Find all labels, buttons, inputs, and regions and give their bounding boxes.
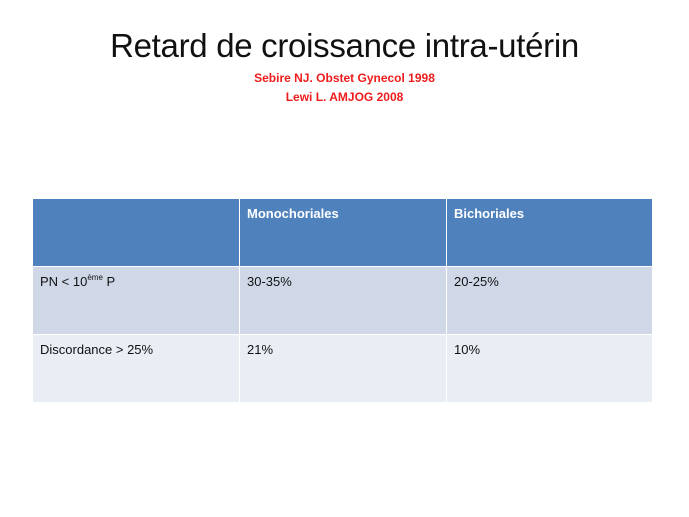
header-cell-empty bbox=[32, 198, 240, 267]
comparison-table: Monochoriales Bichoriales PN < 10ème P 3… bbox=[32, 198, 653, 403]
row-label-suffix: P bbox=[102, 274, 116, 289]
table-header-row: Monochoriales Bichoriales bbox=[32, 198, 653, 267]
cell-monochoriales: 30-35% bbox=[239, 266, 447, 335]
table-row: Discordance > 25% 21% 10% bbox=[32, 334, 653, 403]
slide-title: Retard de croissance intra-utérin bbox=[110, 27, 579, 64]
reference-2: Lewi L. AMJOG 2008 bbox=[285, 90, 404, 104]
reference-1: Sebire NJ. Obstet Gynecol 1998 bbox=[254, 71, 435, 85]
cell-monochoriales: 21% bbox=[239, 334, 447, 403]
row-label-superscript: ème bbox=[87, 273, 103, 282]
row-label-pn: PN < 10ème P bbox=[32, 266, 240, 335]
row-label-discordance: Discordance > 25% bbox=[32, 334, 240, 403]
header-cell-monochoriales: Monochoriales bbox=[239, 198, 447, 267]
row-label-prefix: PN < 10 bbox=[40, 274, 88, 289]
cell-bichoriales: 20-25% bbox=[446, 266, 653, 335]
table-row: PN < 10ème P 30-35% 20-25% bbox=[32, 266, 653, 335]
header-cell-bichoriales: Bichoriales bbox=[446, 198, 653, 267]
cell-bichoriales: 10% bbox=[446, 334, 653, 403]
